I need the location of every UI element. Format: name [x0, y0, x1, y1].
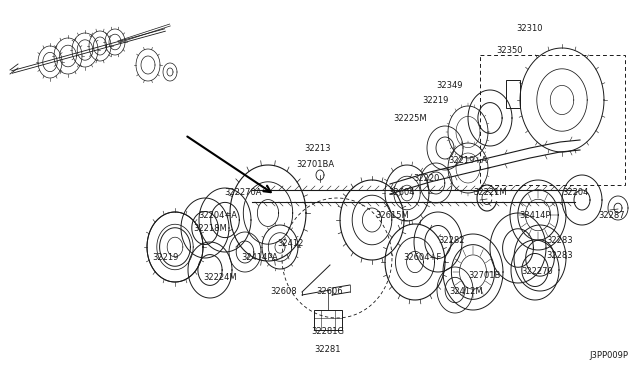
Text: 32219+A: 32219+A — [449, 155, 488, 164]
Text: 32604: 32604 — [388, 187, 415, 196]
Text: 32219: 32219 — [152, 253, 178, 263]
Text: 32350: 32350 — [497, 45, 524, 55]
Text: 322270A: 322270A — [224, 187, 262, 196]
Text: 32287: 32287 — [598, 211, 625, 219]
Text: 32283: 32283 — [547, 251, 573, 260]
Text: 32412: 32412 — [277, 238, 303, 247]
Text: 32282: 32282 — [439, 235, 465, 244]
Text: 32281: 32281 — [315, 346, 341, 355]
Bar — [506, 80, 520, 108]
Text: 32615M: 32615M — [375, 211, 409, 219]
Text: 32414PA: 32414PA — [242, 253, 278, 263]
Text: 32281G: 32281G — [312, 327, 344, 337]
Text: 32608: 32608 — [271, 288, 298, 296]
Text: 32414P: 32414P — [519, 211, 551, 219]
Text: 32204: 32204 — [562, 187, 588, 196]
Text: 32213: 32213 — [305, 144, 332, 153]
Text: 32218M: 32218M — [193, 224, 227, 232]
Text: 322270: 322270 — [521, 267, 553, 276]
Text: 32225M: 32225M — [393, 113, 427, 122]
Bar — [314, 310, 342, 330]
Text: 32606: 32606 — [317, 288, 343, 296]
Text: 32283: 32283 — [547, 235, 573, 244]
Text: 32204+A: 32204+A — [198, 211, 237, 219]
Text: 32221M: 32221M — [473, 187, 507, 196]
Text: 32701BA: 32701BA — [296, 160, 334, 169]
Text: 32412M: 32412M — [449, 288, 483, 296]
Text: 32604+F: 32604+F — [403, 253, 441, 263]
Text: 32220: 32220 — [413, 173, 439, 183]
Text: 32219: 32219 — [422, 96, 448, 105]
Text: 32310: 32310 — [516, 23, 543, 32]
Bar — [480, 55, 625, 185]
Text: J3PP009P: J3PP009P — [589, 351, 628, 360]
Text: 32224M: 32224M — [203, 273, 237, 282]
Text: 32349: 32349 — [436, 80, 463, 90]
Text: 32701B: 32701B — [468, 270, 500, 279]
